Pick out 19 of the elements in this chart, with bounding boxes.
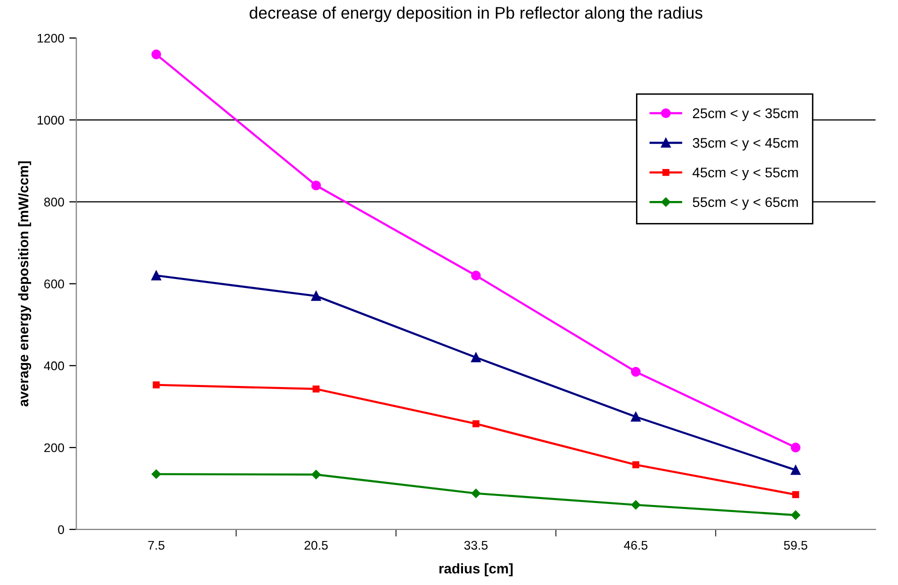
y-tick-label: 600 bbox=[44, 280, 64, 288]
x-tick-label: 33.5 bbox=[464, 540, 488, 550]
y-tick-label: 200 bbox=[44, 443, 64, 452]
x-axis-title: radius [cm] bbox=[439, 563, 513, 576]
x-tick-label: 46.5 bbox=[624, 540, 648, 550]
y-tick-label: 0 bbox=[58, 525, 64, 534]
legend-label: 55cm < y < 65cm bbox=[692, 197, 798, 210]
x-tick-label: 59.5 bbox=[784, 540, 808, 550]
chart-title: decrease of energy deposition in Pb reflector along the radius bbox=[250, 6, 702, 22]
y-tick-label: 800 bbox=[44, 198, 64, 206]
legend-label: 45cm < y < 55cm bbox=[692, 168, 798, 180]
x-tick-label: 7.5 bbox=[148, 540, 164, 550]
y-axis-title: average energy deposition [mW/ccm] bbox=[18, 161, 32, 406]
y-tick-label: 1000 bbox=[38, 116, 64, 125]
legend-label: 35cm < y < 45cm bbox=[692, 138, 798, 151]
y-tick-label: 1200 bbox=[38, 34, 64, 43]
y-tick-label: 400 bbox=[44, 361, 64, 370]
x-tick-label: 20.5 bbox=[304, 540, 328, 550]
legend-label: 25cm < y < 35cm bbox=[692, 108, 798, 121]
